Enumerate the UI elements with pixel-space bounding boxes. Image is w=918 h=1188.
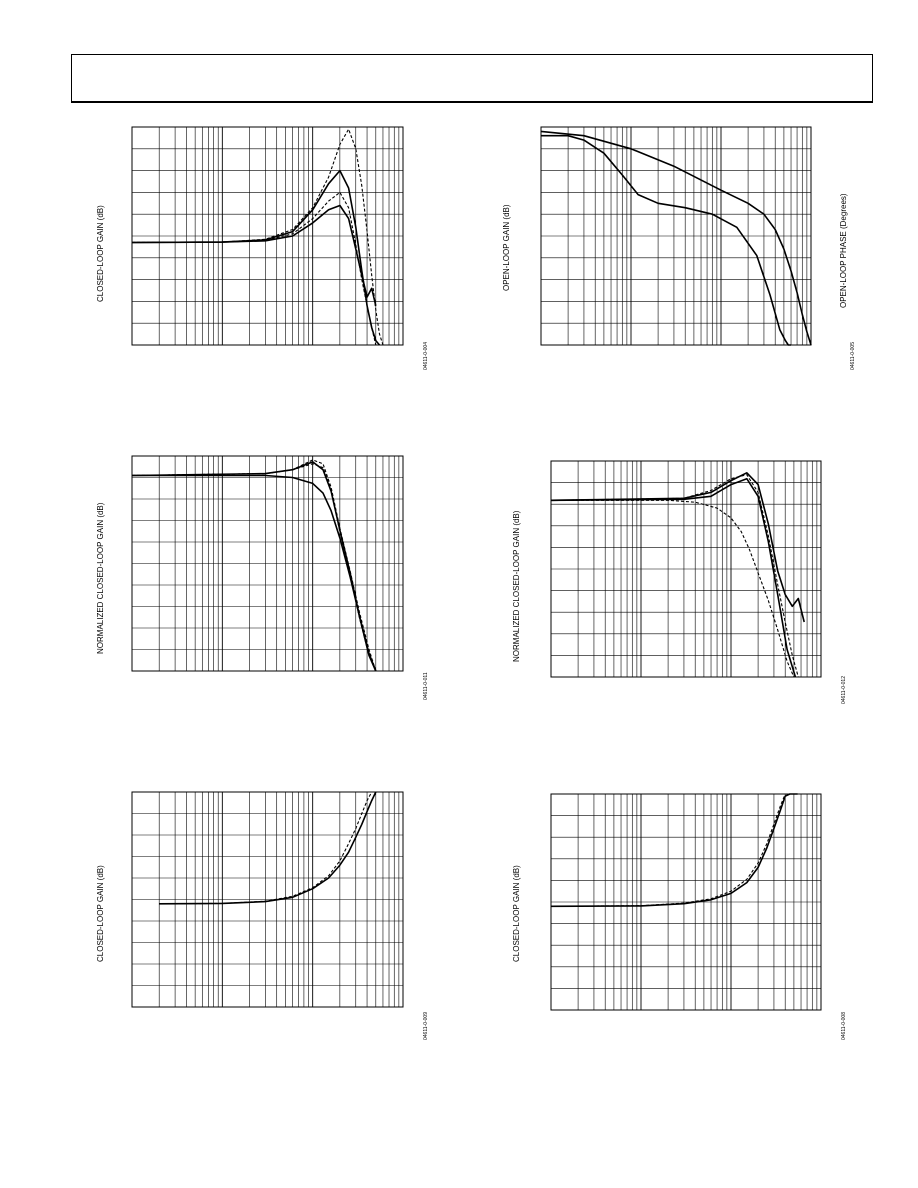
chart2-ylabel: OPEN-LOOP GAIN (dB) — [502, 204, 511, 291]
chart6-ylabel: CLOSED-LOOP GAIN (dB) — [512, 865, 521, 962]
chart5-plot — [131, 791, 404, 1008]
series-line-4 — [131, 459, 377, 672]
series-line-3 — [131, 461, 377, 672]
plot-frame — [550, 460, 822, 678]
plot-frame — [131, 791, 404, 1008]
series-line-2 — [131, 463, 377, 672]
chart3-figure-id: 04611-0-011 — [423, 672, 429, 700]
page-header-box — [71, 54, 873, 103]
chart4-ylabel: NORMALIZED CLOSED-LOOP GAIN (dB) — [512, 510, 521, 662]
plot-frame — [540, 126, 812, 346]
chart4-figure-id: 04611-0-012 — [841, 676, 847, 704]
chart5-figure-id: 04611-0-009 — [423, 1012, 429, 1040]
chart3-plot — [131, 455, 404, 672]
chart2-figure-id: 04611-0-005 — [850, 342, 856, 370]
series-line-2 — [159, 791, 376, 905]
series-line-1 — [131, 128, 384, 346]
series-line-1 — [550, 793, 798, 908]
chart3-svg — [131, 455, 404, 672]
chart3-ylabel: NORMALIZED CLOSED-LOOP GAIN (dB) — [96, 502, 105, 654]
plot-frame — [550, 793, 822, 1011]
chart6-figure-id: 04611-0-008 — [841, 1012, 847, 1040]
chart2-svg — [540, 126, 812, 346]
chart1-figure-id: 04611-0-004 — [423, 342, 429, 370]
plot-frame — [131, 455, 404, 672]
series-line-1 — [159, 791, 377, 905]
series-line-2 — [550, 793, 790, 907]
chart6-svg — [550, 793, 822, 1011]
chart2-plot — [540, 126, 812, 346]
chart1-svg — [131, 126, 404, 346]
chart4-plot — [550, 460, 822, 678]
series-line-3 — [551, 499, 795, 678]
chart2-ylabel-right: OPEN-LOOP PHASE (Degrees) — [839, 193, 848, 308]
chart4-svg — [550, 460, 822, 678]
series-line-4 — [550, 477, 797, 678]
series-line-2 — [541, 134, 791, 346]
chart1-plot — [131, 126, 404, 346]
chart5-ylabel: CLOSED-LOOP GAIN (dB) — [96, 865, 105, 962]
series-line-2 — [550, 474, 799, 678]
series-line-1 — [132, 474, 377, 672]
chart5-svg — [131, 791, 404, 1008]
series-line-1 — [540, 130, 812, 346]
series-line-4 — [131, 204, 377, 306]
chart6-plot — [550, 793, 822, 1011]
plot-frame — [131, 126, 404, 346]
chart1-ylabel: CLOSED-LOOP GAIN (dB) — [96, 205, 105, 302]
series-line-3 — [131, 191, 377, 346]
series-line-1 — [550, 472, 805, 623]
